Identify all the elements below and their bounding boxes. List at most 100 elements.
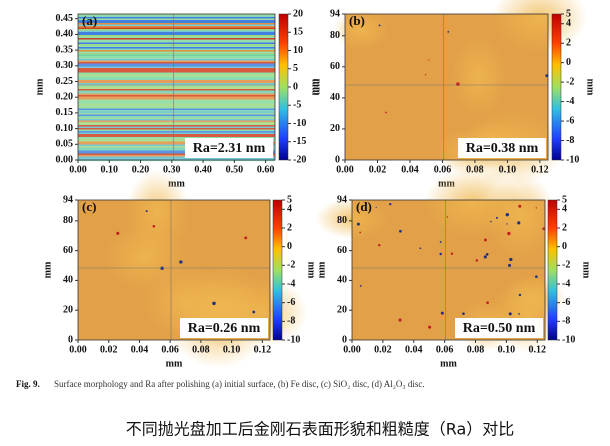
surface-stripe [78, 89, 275, 91]
surface-defect [483, 238, 487, 242]
colorbar-tick-label: 4 [287, 204, 292, 215]
y-axis-label: mm [34, 78, 45, 95]
surface-stripe [78, 132, 275, 135]
y-tick-label: 0.20 [56, 92, 74, 103]
surface-defect [518, 204, 522, 208]
x-tick-label: 0.02 [374, 344, 392, 355]
surface-stripe [78, 155, 275, 157]
colorbar-label: mm [581, 262, 592, 279]
y-tick-label: 80 [330, 30, 340, 41]
colorbar-tick-label: 0 [566, 57, 571, 68]
y-tick-label: 0.15 [56, 107, 74, 118]
y-tick-label: 0.35 [56, 44, 74, 55]
colorbar-tick-label: 2 [566, 37, 571, 48]
surface-stripe [78, 54, 275, 57]
colorbar-tick-label: 5 [566, 8, 571, 19]
y-tick-label: 0.05 [56, 139, 74, 150]
plot-frame [344, 13, 549, 161]
colorbar-tick-label: -20 [293, 154, 306, 165]
surface-defect [428, 325, 432, 329]
surface-stripe [78, 42, 275, 45]
surface-defect [356, 222, 360, 226]
colorbar [547, 199, 558, 341]
colorbar-tick-label: -8 [562, 316, 570, 327]
surface-stripe [78, 129, 275, 132]
surface-stripe [78, 128, 275, 130]
surface-stripe [78, 15, 275, 18]
y-tick-label: 60 [330, 61, 340, 72]
x-tick-label: 0.00 [69, 164, 87, 175]
y-axis-label: mm [316, 261, 327, 278]
x-tick-label: 0.30 [163, 164, 181, 175]
surface-defect [486, 301, 489, 305]
surface-defect [535, 207, 537, 209]
surface-defect [399, 229, 402, 233]
colorbar-tick-label: -4 [562, 278, 570, 289]
colorbar [551, 13, 562, 161]
colorbar-tick-label: 5 [287, 194, 292, 205]
y-tick-label: 60 [63, 245, 73, 256]
surface-defect [359, 231, 362, 234]
surface-stripe [78, 80, 275, 82]
colorbar [272, 199, 283, 341]
surface-defect [446, 216, 449, 218]
surface-defect [419, 247, 422, 250]
surface-stripe [78, 113, 275, 115]
surface-stripe [78, 93, 275, 96]
surface-defect [378, 244, 381, 247]
surface-stripe [78, 17, 275, 19]
surface-stripe [78, 14, 275, 16]
x-tick-label: 0.12 [531, 164, 549, 175]
surface-defect [450, 252, 454, 255]
y-tick-label: 0 [342, 334, 347, 345]
surface-stripe [78, 149, 275, 151]
x-tick-label: 0.00 [69, 344, 87, 355]
surface-stripe [78, 96, 275, 99]
colorbar-tick-label: 0 [287, 241, 292, 252]
surface-stripe [78, 44, 275, 46]
surface-stripe [78, 126, 275, 129]
y-tick-label: 94 [63, 194, 73, 205]
x-tick-label: 0.10 [101, 164, 119, 175]
colorbar-tick-label: 5 [562, 194, 567, 205]
surface-defect [462, 312, 465, 316]
colorbar-tick-label: -8 [287, 316, 295, 327]
x-tick-label: 0.12 [254, 344, 272, 355]
surface-patch [451, 37, 507, 116]
y-tick-label: 0.25 [56, 76, 74, 87]
surface-stripe [78, 29, 275, 31]
surface-stripe [78, 134, 275, 136]
surface-defect [545, 74, 549, 78]
surface-stripe [78, 78, 275, 81]
x-tick-label: 0.10 [223, 344, 241, 355]
x-tick-label: 0.06 [161, 344, 179, 355]
surface-defect [244, 236, 248, 240]
y-axis-label: mm [309, 78, 320, 95]
y-tick-label: 0.10 [56, 123, 74, 134]
x-tick-label: 0.00 [336, 164, 354, 175]
surface-defect [152, 224, 156, 228]
surface-defect [507, 263, 512, 267]
surface-stripe [78, 60, 275, 63]
x-tick-label: 0.06 [436, 344, 454, 355]
surface-stripe [78, 21, 275, 24]
surface-stripe [78, 39, 275, 42]
surface-stripe [78, 51, 275, 54]
surface-defect [456, 82, 460, 86]
surface-defect [517, 221, 521, 225]
surface-stripe [78, 131, 275, 133]
x-tick-label: 0.20 [132, 164, 150, 175]
surface-stripe [78, 110, 275, 112]
colorbar-tick-label: -2 [287, 260, 295, 271]
surface-defect [359, 284, 362, 287]
surface-stripe [78, 74, 275, 76]
surface-stripe [78, 48, 275, 51]
surface-stripe [78, 156, 275, 159]
colorbar-tick-label: -6 [287, 297, 295, 308]
surface-stripe [78, 99, 275, 102]
surface-stripe [78, 30, 275, 33]
surface-stripe [78, 105, 275, 108]
surface-defect [375, 206, 377, 208]
surface-stripe [78, 108, 275, 111]
